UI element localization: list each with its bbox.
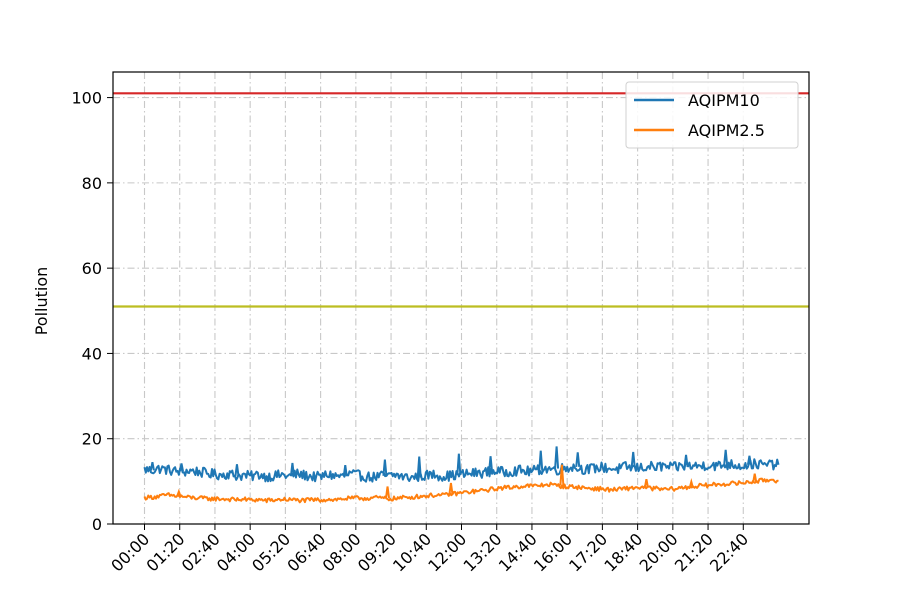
series-spike — [723, 449, 729, 466]
y-tick-label: 20 — [82, 430, 102, 449]
series-spike — [575, 452, 581, 467]
legend-label: AQIPM10 — [688, 91, 760, 110]
series-spike — [630, 451, 636, 467]
series-spike — [554, 446, 560, 469]
series-spike — [289, 462, 295, 477]
series-spike — [688, 477, 694, 488]
x-tick-label: 00:00 — [107, 529, 153, 575]
x-tick-label: 22:40 — [706, 529, 752, 575]
x-axis: 00:0001:2002:4004:0005:2006:4008:0009:20… — [107, 524, 752, 575]
series-line — [143, 477, 779, 504]
x-tick-label: 21:20 — [671, 529, 717, 575]
x-tick-label: 01:20 — [143, 529, 189, 575]
series-spike — [382, 459, 388, 476]
x-tick-label: 20:00 — [636, 529, 682, 575]
series-lines — [143, 446, 780, 504]
x-tick-label: 08:00 — [319, 529, 365, 575]
series-line — [143, 458, 780, 483]
y-tick-label: 80 — [82, 174, 102, 193]
plot-frame — [112, 71, 810, 525]
x-tick-label: 04:00 — [213, 529, 259, 575]
x-tick-label: 12:00 — [424, 529, 470, 575]
y-tick-label: 60 — [82, 259, 102, 278]
series-spike — [746, 455, 752, 465]
x-tick-label: 06:40 — [283, 529, 329, 575]
series-spike — [752, 473, 758, 483]
x-tick-label: 09:20 — [354, 529, 400, 575]
y-tick-label: 40 — [82, 344, 102, 363]
series-spike — [234, 464, 240, 476]
x-tick-label: 05:20 — [248, 529, 294, 575]
series-spike — [448, 482, 454, 495]
x-tick-label: 13:20 — [460, 529, 506, 575]
y-axis: 0 20 40 60 80 100 — [71, 89, 113, 534]
legend: AQIPM10 AQIPM2.5 — [625, 81, 799, 149]
series-spike — [538, 450, 544, 471]
series-spike — [456, 453, 462, 476]
y-tick-label: 0 — [92, 515, 102, 534]
series-spike — [149, 461, 155, 471]
series-spike — [176, 488, 182, 497]
series-spike — [179, 463, 184, 472]
x-tick-label: 10:40 — [389, 529, 435, 575]
series-spike — [643, 479, 649, 488]
legend-label: AQIPM2.5 — [688, 121, 765, 140]
series-spike — [559, 464, 565, 486]
grid-lines — [113, 72, 809, 525]
x-tick-label: 17:20 — [565, 529, 611, 575]
x-tick-label: 18:40 — [600, 529, 646, 575]
series-spike — [416, 456, 422, 478]
series-spike — [342, 465, 348, 477]
y-tick-label: 100 — [71, 89, 102, 108]
series-spike — [385, 486, 391, 499]
y-axis-title: Pollution — [32, 267, 51, 336]
x-tick-label: 16:00 — [530, 529, 576, 575]
series-spike — [683, 454, 689, 467]
legend-box — [625, 81, 799, 149]
x-tick-label: 14:40 — [495, 529, 541, 575]
x-tick-label: 02:40 — [178, 529, 224, 575]
series-spike — [488, 456, 494, 473]
